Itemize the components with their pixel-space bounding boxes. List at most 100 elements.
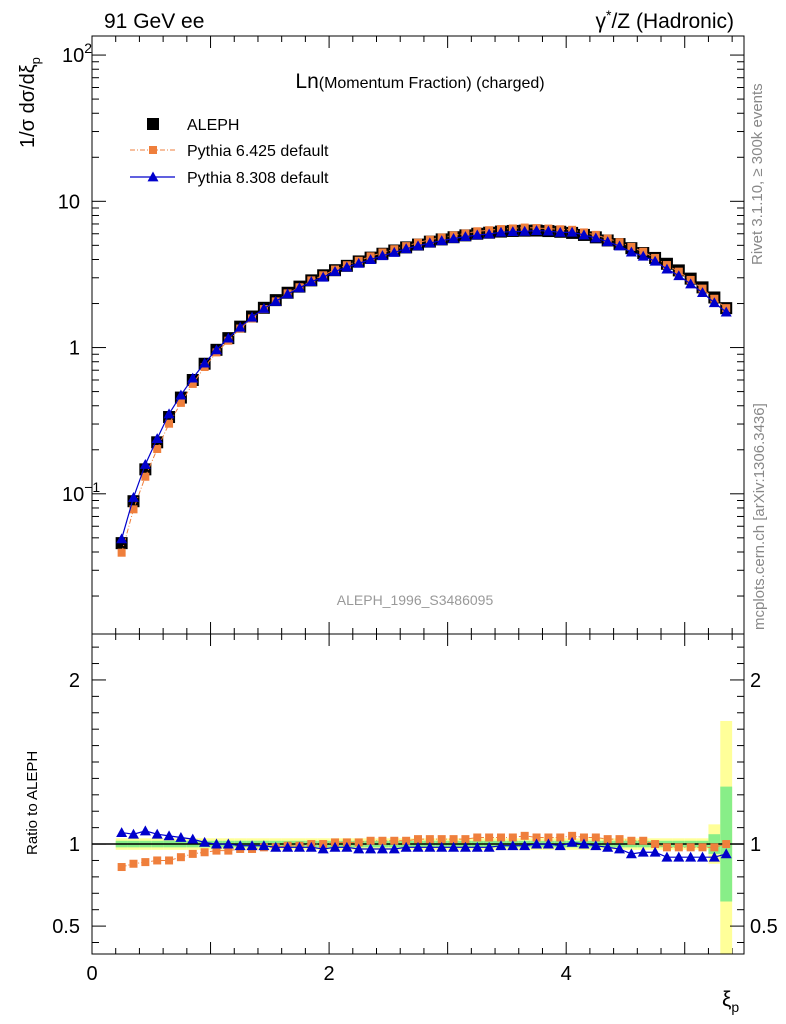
- pythia8-point: [388, 246, 400, 257]
- pythia6-ratio-point: [603, 835, 612, 844]
- pythia8-point: [270, 295, 282, 306]
- pythia8-ratio-point: [531, 838, 543, 849]
- pythia6-ratio-point: [473, 833, 482, 842]
- pythia6-ratio-point: [722, 840, 731, 849]
- pythia8-point: [471, 229, 483, 240]
- x-tick-label: 2: [324, 963, 335, 985]
- pythia6-ratio-point: [662, 843, 671, 852]
- pythia8-ratio-point: [673, 851, 685, 862]
- pythia6-ratio-point: [141, 858, 150, 867]
- pythia8-ratio-point: [139, 825, 151, 836]
- pythia6-ratio-point: [627, 836, 636, 845]
- pythia6-ratio-point: [674, 843, 683, 852]
- pythia8-point: [459, 231, 471, 242]
- ratio-tick-label-right: 1: [750, 834, 761, 856]
- y-axis-label: 1/σ dσ/dξp: [17, 57, 43, 148]
- ratio-tick-label-left: 2: [69, 670, 80, 692]
- pythia8-ratio-point: [116, 827, 128, 837]
- pythia8-point: [566, 226, 578, 237]
- pythia8-ratio-point: [388, 843, 400, 854]
- pythia8-ratio-point: [697, 851, 709, 862]
- legend-label: Pythia 6.425 default: [187, 143, 329, 160]
- ratio-tick-label-right: 2: [750, 670, 761, 692]
- pythia8-ratio-point: [459, 841, 471, 852]
- pythia8-ratio-point: [353, 843, 365, 854]
- pythia8-ratio-point: [708, 851, 720, 862]
- pythia8-ratio-point: [602, 841, 614, 852]
- pythia8-point: [614, 240, 626, 251]
- pythia8-point: [341, 261, 353, 272]
- pythia8-ratio-point: [542, 838, 554, 849]
- pythia8-ratio-point: [199, 836, 211, 847]
- pythia8-point: [116, 533, 128, 544]
- pythia8-ratio-point: [400, 841, 412, 852]
- pythia8-ratio-point: [614, 843, 626, 854]
- pythia6-ratio-point: [496, 833, 505, 842]
- pythia6-ratio-point: [224, 846, 233, 855]
- y-tick-label: 102: [62, 40, 92, 67]
- pythia8-point: [637, 250, 649, 261]
- pythia8-point: [578, 229, 590, 240]
- pythia8-ratio-point: [625, 848, 637, 859]
- pythia6-ratio-point: [414, 835, 422, 844]
- pythia8-point: [519, 225, 531, 236]
- pythia8-point: [163, 408, 175, 419]
- pythia8-ratio-point: [720, 848, 732, 859]
- pythia6-ratio-point: [117, 863, 126, 872]
- pythia6-ratio-point: [129, 859, 138, 868]
- pythia8-point: [542, 225, 554, 236]
- pythia8-ratio-point: [519, 840, 531, 851]
- pythia6-point: [176, 398, 185, 407]
- pythia8-point: [175, 389, 187, 400]
- pythia6-ratio-point: [188, 849, 197, 858]
- pythia6-ratio-point: [390, 836, 399, 845]
- pythia8-ratio-point: [649, 846, 661, 857]
- legend-aleph-marker: [147, 118, 159, 130]
- pythia8-point: [708, 297, 720, 308]
- pythia6-ratio-point: [639, 836, 648, 845]
- pythia8-ratio-point: [448, 841, 460, 852]
- pythia8-ratio-point: [507, 840, 519, 851]
- pythia8-point: [258, 302, 270, 313]
- pythia8-ratio-point: [246, 840, 258, 851]
- pythia8-point: [685, 278, 697, 289]
- pythia8-point: [661, 263, 673, 274]
- pythia8-point: [293, 282, 305, 293]
- pythia6-ratio-point: [200, 848, 209, 857]
- pythia6-ratio-point: [686, 843, 695, 852]
- pythia6-ratio-point: [153, 856, 162, 865]
- ratio-tick-label-left: 1: [69, 834, 80, 856]
- pythia8-point: [531, 225, 543, 235]
- pythia6-line: [121, 227, 727, 553]
- pythia8-point: [353, 257, 365, 268]
- header-process: γ*/Z (Hadronic): [596, 7, 734, 33]
- pythia8-point: [400, 243, 412, 254]
- pythia6-ratio-point: [378, 836, 387, 845]
- pythia8-point: [495, 226, 507, 237]
- ratio-axis-label: Ratio to ALEPH: [24, 751, 41, 855]
- pythia6-ratio-point: [710, 843, 719, 852]
- pythia8-ratio-point: [376, 843, 388, 854]
- pythia8-point: [329, 265, 341, 276]
- pythia6-ratio-point: [556, 833, 565, 842]
- x-axis-label: ξp: [722, 988, 739, 1015]
- pythia8-ratio-point: [258, 840, 270, 851]
- pythia6-point: [117, 548, 126, 557]
- pythia6-point: [141, 472, 150, 481]
- pythia6-ratio-point: [579, 833, 588, 842]
- pythia6-ratio-point: [520, 831, 529, 840]
- pythia8-point: [246, 311, 258, 322]
- pythia8-ratio-point: [661, 851, 673, 862]
- pythia8-point: [187, 372, 199, 383]
- ratio-panel: 0.5 0.5 1 1 2 2 Ratio to ALEPH: [24, 633, 778, 955]
- main-ticks: 10−1 1 10 102: [58, 36, 744, 954]
- pythia8-point: [590, 232, 602, 243]
- legend: ALEPH Pythia 6.425 default Pythia 8.308 de…: [130, 117, 329, 187]
- pythia8-ratio-point: [222, 838, 234, 849]
- header-energy: 91 GeV ee: [104, 10, 204, 33]
- rivet-label: Rivet 3.1.10, ≥ 300k events: [749, 83, 766, 265]
- ratio-tick-label-left: 0.5: [52, 916, 80, 938]
- ratio-marks: [92, 720, 744, 954]
- pythia6-ratio-point: [449, 835, 458, 844]
- pythia6-point: [153, 444, 162, 453]
